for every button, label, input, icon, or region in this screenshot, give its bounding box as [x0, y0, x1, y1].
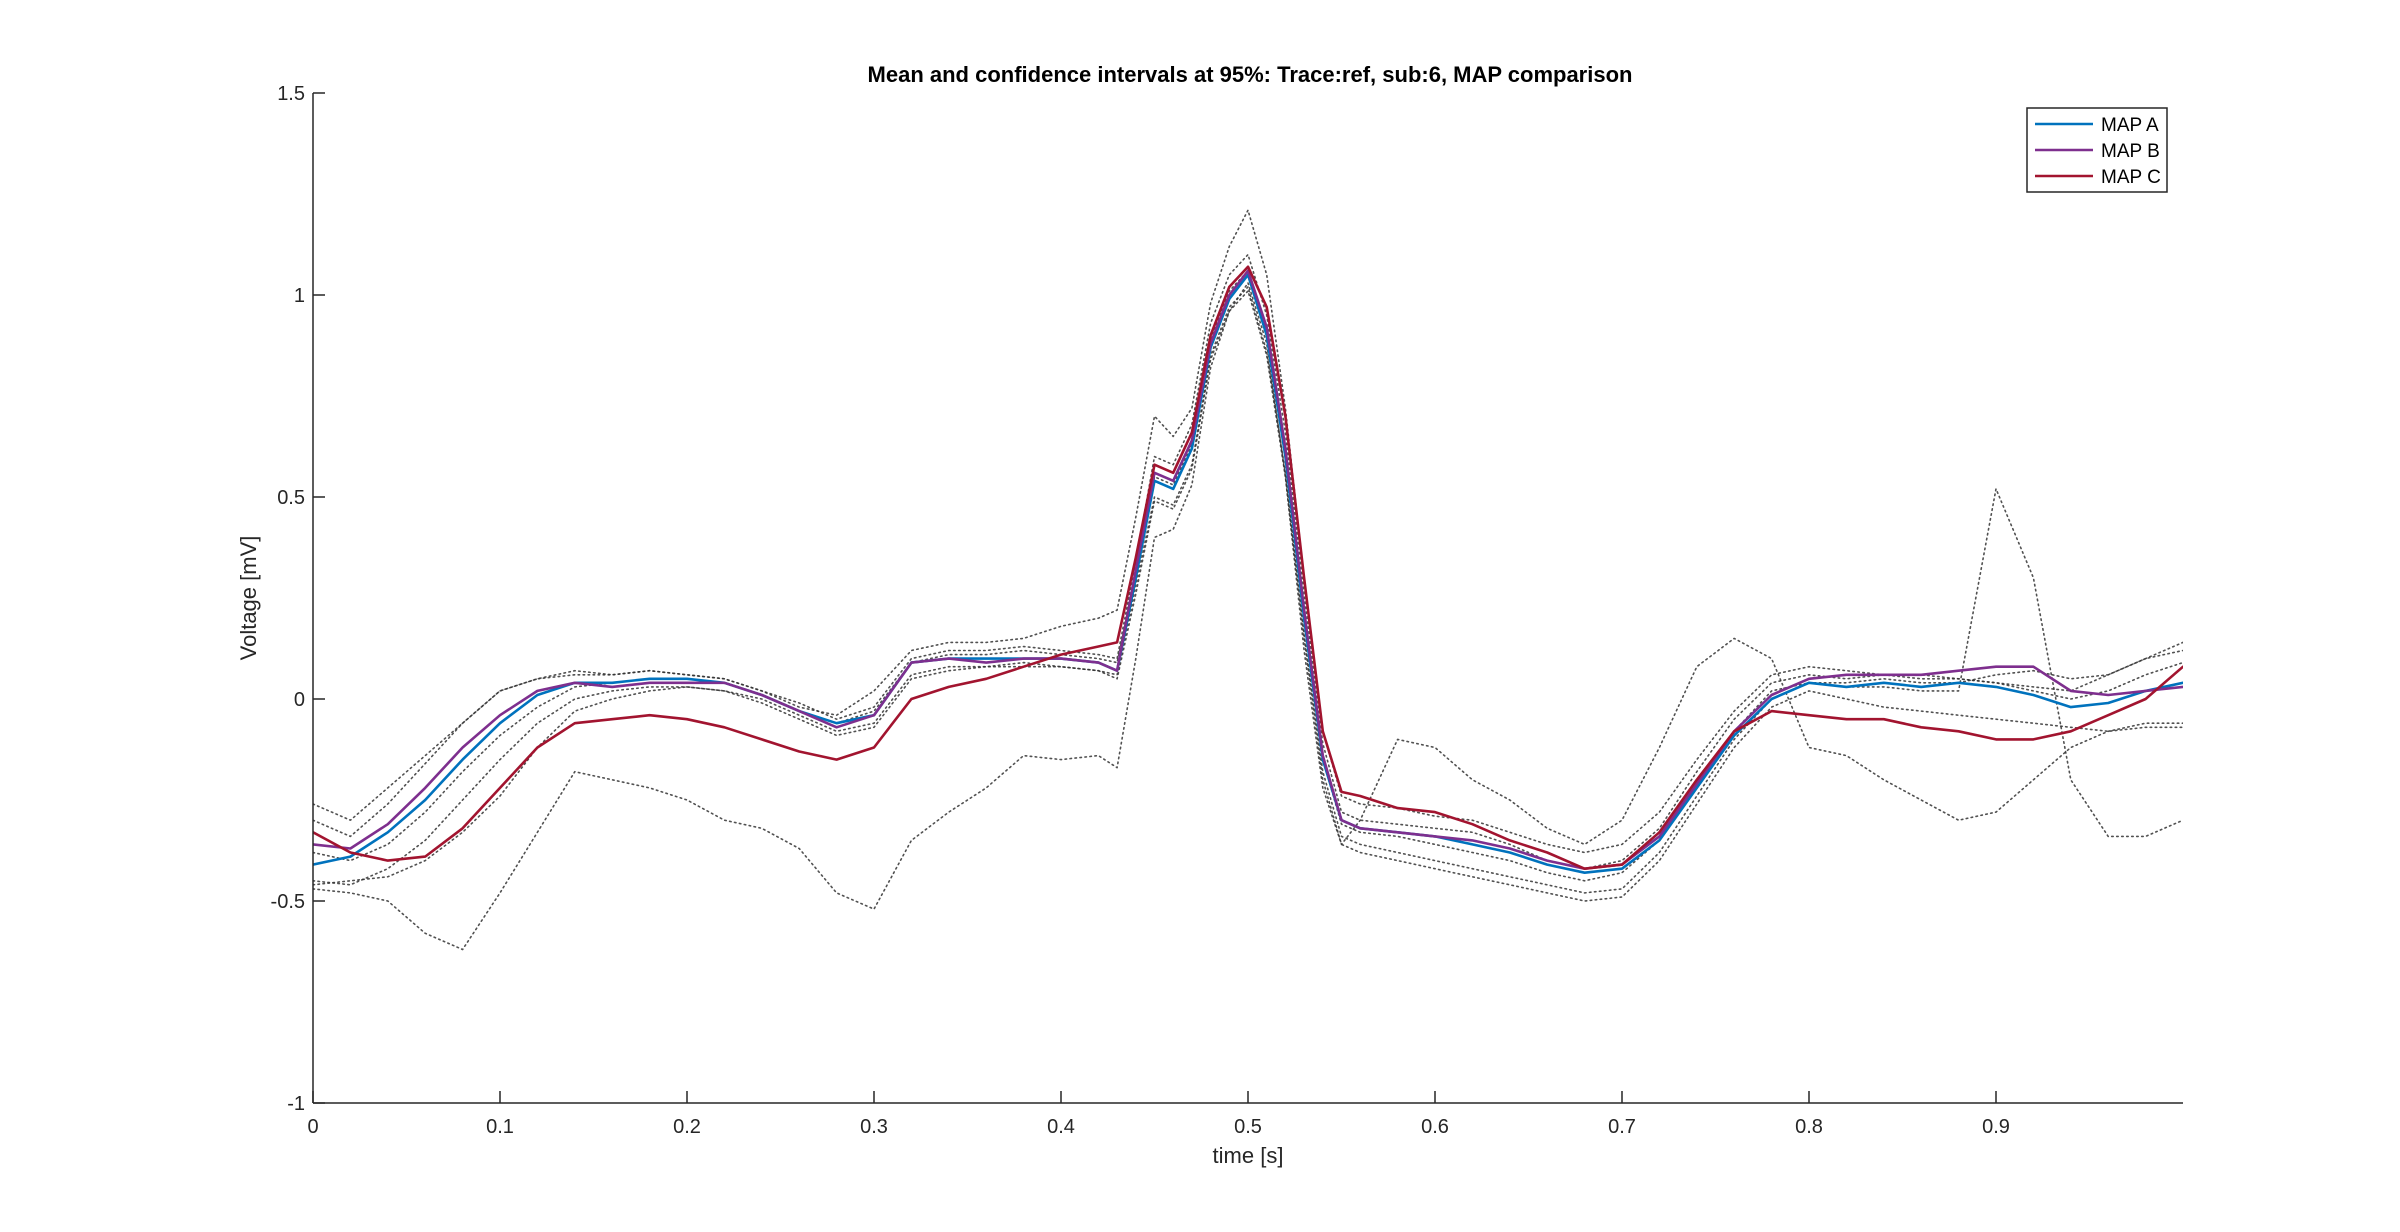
- x-tick-label: 0.6: [1421, 1116, 1449, 1138]
- x-tick-label: 0.3: [860, 1116, 888, 1138]
- x-tick-label: 0.9: [1982, 1116, 2010, 1138]
- x-tick-label: 0.1: [486, 1116, 514, 1138]
- x-tick-label: 0.7: [1608, 1116, 1636, 1138]
- y-tick-label: 1: [294, 285, 305, 307]
- series-layer: [313, 209, 2183, 951]
- x-tick-label: 0.8: [1795, 1116, 1823, 1138]
- x-axis-label: time [s]: [1213, 1143, 1284, 1168]
- x-tick-label: 0: [307, 1116, 318, 1138]
- y-tick-label: -1: [287, 1093, 305, 1115]
- y-tick-label: 0.5: [277, 487, 305, 509]
- chart-title: Mean and confidence intervals at 95%: Tr…: [868, 62, 1633, 87]
- x-tick-label: 0.4: [1047, 1116, 1075, 1138]
- sample-trace-7: [313, 290, 2183, 902]
- legend-label-map-b: MAP B: [2101, 141, 2160, 162]
- x-tick-label: 0.2: [673, 1116, 701, 1138]
- y-tick-label: 0: [294, 689, 305, 711]
- legend-label-map-c: MAP C: [2101, 167, 2161, 188]
- axes: 0 0.1 0.2 0.3 0.4 0.5 0.6 0.7 0.8 0.9 -1 -0.5 0 0.5 1 1…: [271, 83, 2183, 1138]
- legend: MAP A MAP B MAP C: [2026, 107, 2168, 193]
- y-axis-label: Voltage [mV]: [236, 536, 261, 661]
- series-line-map-b: [313, 269, 2183, 870]
- series-line-map-c: [313, 265, 2183, 870]
- x-tick-label: 0.5: [1234, 1116, 1262, 1138]
- y-tick-label: -0.5: [271, 891, 305, 913]
- legend-label-map-a: MAP A: [2101, 115, 2159, 136]
- y-tick-label: 1.5: [277, 83, 305, 105]
- series-line-map-a: [313, 273, 2183, 874]
